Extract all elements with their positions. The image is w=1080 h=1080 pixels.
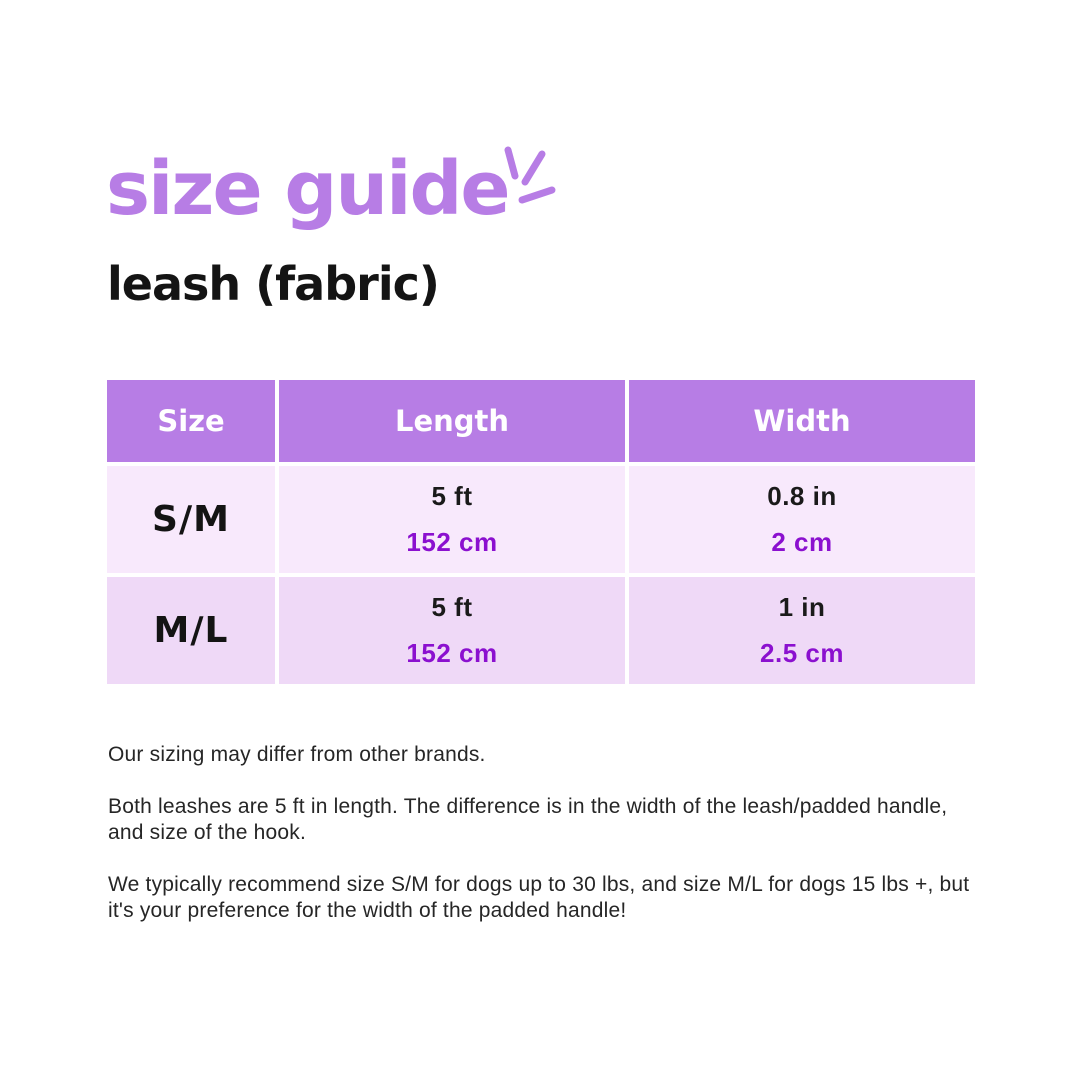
table-header-width-label: Width	[753, 404, 851, 438]
table-header-length: Length	[279, 380, 625, 462]
size-table: Size Length Width S/M 5 ft 152 cm 0.8 in…	[107, 380, 975, 684]
width-metric-ml: 2.5 cm	[760, 638, 844, 668]
width-imperial-ml: 1 in	[778, 592, 826, 622]
width-imperial-sm: 0.8 in	[767, 481, 837, 511]
note-sizing-disclaimer: Our sizing may differ from other brands.	[108, 742, 1008, 768]
table-header-width: Width	[629, 380, 975, 462]
table-row-sm-length-cell: 5 ft 152 cm	[279, 466, 625, 573]
page-title: size guide	[106, 146, 511, 232]
note-line: and size of the hook.	[108, 821, 306, 844]
title-block: size guide	[106, 146, 511, 232]
length-metric-ml: 152 cm	[406, 638, 498, 668]
table-header-size: Size	[107, 380, 275, 462]
note-recommendation: We typically recommend size S/M for dogs…	[108, 872, 1008, 924]
length-imperial-ml: 5 ft	[431, 592, 473, 622]
table-row-ml-length-cell: 5 ft 152 cm	[279, 577, 625, 684]
note-line: it's your preference for the width of th…	[108, 899, 627, 922]
note-line: Both leashes are 5 ft in length. The dif…	[108, 795, 948, 818]
size-value-ml: M/L	[153, 610, 229, 651]
table-row-sm-size-cell: S/M	[107, 466, 275, 573]
table-row-ml-size-cell: M/L	[107, 577, 275, 684]
table-header-size-label: Size	[157, 404, 225, 438]
note-line: We typically recommend size S/M for dogs…	[108, 873, 970, 896]
table-header-length-label: Length	[394, 404, 510, 438]
table-row-ml-width-cell: 1 in 2.5 cm	[629, 577, 975, 684]
sparkle-icon	[504, 146, 556, 204]
page-subtitle: leash (fabric)	[107, 257, 440, 311]
notes-section: Our sizing may differ from other brands.…	[108, 742, 1008, 950]
length-metric-sm: 152 cm	[406, 527, 498, 557]
length-imperial-sm: 5 ft	[431, 481, 473, 511]
size-value-sm: S/M	[152, 499, 230, 540]
width-metric-sm: 2 cm	[771, 527, 833, 557]
note-line: Our sizing may differ from other brands.	[108, 743, 486, 766]
table-row-sm-width-cell: 0.8 in 2 cm	[629, 466, 975, 573]
note-length-difference: Both leashes are 5 ft in length. The dif…	[108, 794, 1008, 846]
